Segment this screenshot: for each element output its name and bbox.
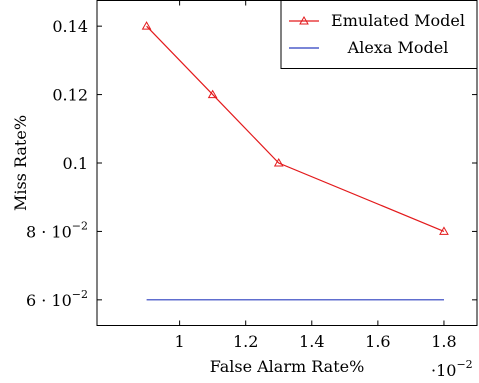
x-tick-label: 1.2 bbox=[233, 332, 258, 351]
x-tick-label: 1.6 bbox=[365, 332, 390, 351]
tick-group: 1 1.2 1.4 1.6 1.86 · 10−28 · 10−20.10.120.14 bbox=[26, 0, 477, 351]
y-tick-mantissa: 0.1 bbox=[63, 154, 88, 173]
x-axis-label: False Alarm Rate% bbox=[210, 357, 365, 376]
y-tick-label: 8 · 10−2 bbox=[26, 219, 88, 241]
y-tick-exponent: −2 bbox=[72, 288, 88, 301]
x-tick-label: 1.4 bbox=[299, 332, 324, 351]
data-point-triangle bbox=[273, 157, 284, 167]
y-tick-label: 0.12 bbox=[52, 86, 88, 105]
legend-label-alexa: Alexa Model bbox=[347, 38, 449, 57]
legend-label-emulated: Emulated Model bbox=[331, 11, 465, 30]
legend-marker-emulated bbox=[299, 15, 309, 25]
y-tick-label: 6 · 10−2 bbox=[26, 288, 88, 310]
x-tick-label: 1.8 bbox=[431, 332, 456, 351]
y-tick-exponent: −2 bbox=[72, 219, 88, 232]
x-multiplier-base: ·10 bbox=[431, 361, 456, 380]
x-axis-multiplier: ·10−2 bbox=[431, 358, 473, 380]
legend-box bbox=[280, 0, 478, 69]
series-group bbox=[141, 21, 449, 301]
data-point-triangle bbox=[439, 226, 449, 235]
x-tick-label: 1 bbox=[175, 332, 185, 351]
data-point-triangle bbox=[207, 89, 218, 99]
y-axis-label: Miss Rate% bbox=[11, 115, 30, 211]
y-tick-label: 0.1 bbox=[63, 154, 88, 173]
y-tick-mantissa: 6 · 10 bbox=[26, 291, 72, 310]
data-point-triangle bbox=[141, 21, 152, 30]
y-tick-mantissa: 0.14 bbox=[52, 17, 88, 36]
legend: Emulated Model Alexa Model bbox=[280, 0, 478, 69]
x-multiplier-exponent: −2 bbox=[456, 358, 472, 371]
y-tick-label: 0.14 bbox=[52, 17, 88, 36]
y-tick-mantissa: 8 · 10 bbox=[26, 222, 72, 241]
y-tick-mantissa: 0.12 bbox=[52, 86, 88, 105]
series-line-emulated-model bbox=[146, 25, 445, 232]
